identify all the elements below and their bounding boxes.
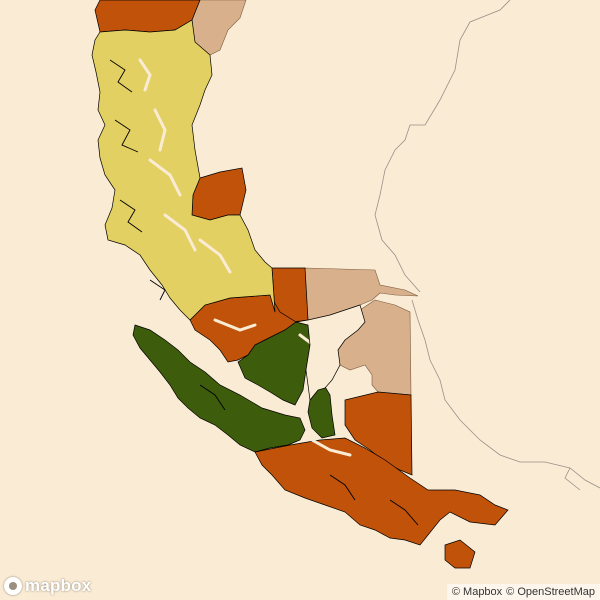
argentina-boundary-lines	[374, 0, 600, 491]
region-orange-antarctica-chilena	[254, 437, 509, 546]
mapbox-logo-text: mapbox	[25, 576, 92, 595]
attribution-osm-link[interactable]: © OpenStreetMap	[506, 586, 595, 598]
orange-regions[interactable]	[94, 0, 509, 569]
region-green-western-islands	[132, 324, 306, 453]
yellow-regions[interactable]	[91, 19, 276, 321]
green-regions[interactable]	[132, 321, 336, 453]
strait-water	[295, 304, 366, 401]
map-attribution: © Mapbox © OpenStreetMap	[446, 584, 600, 600]
region-yellow-aysen	[91, 19, 276, 321]
region-orange-cape	[444, 539, 476, 569]
attribution-mapbox-link[interactable]: © Mapbox	[451, 586, 503, 598]
fjord-details	[109, 59, 419, 526]
mapbox-logo-icon	[4, 577, 22, 595]
mapbox-logo[interactable]: mapbox	[4, 576, 91, 596]
region-orange-central	[191, 167, 247, 221]
